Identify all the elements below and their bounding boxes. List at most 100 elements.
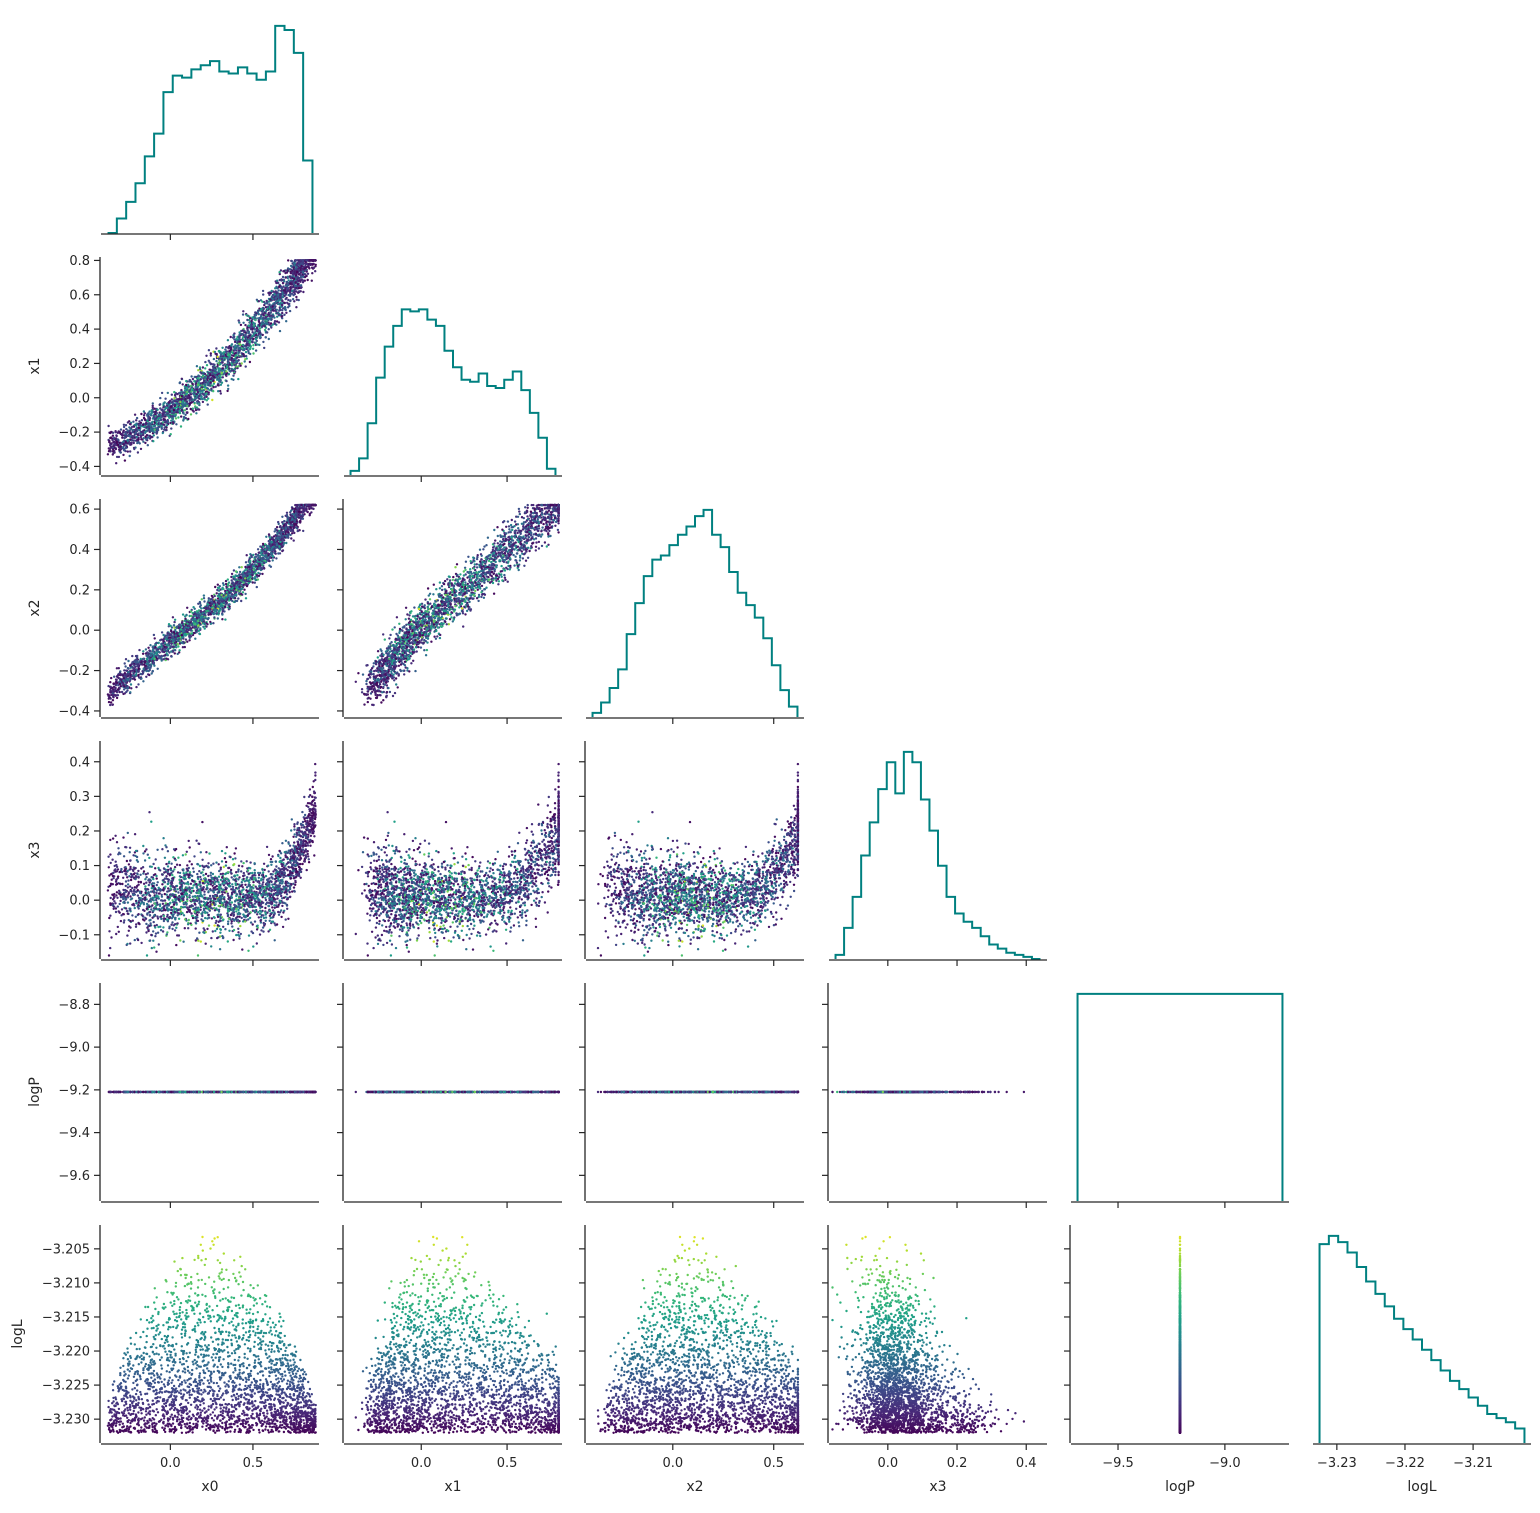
point bbox=[263, 347, 265, 349]
point bbox=[149, 435, 151, 437]
point bbox=[113, 451, 115, 453]
point bbox=[215, 386, 217, 388]
point bbox=[155, 644, 157, 646]
point bbox=[279, 308, 281, 310]
point bbox=[227, 354, 229, 356]
point bbox=[217, 390, 219, 392]
point bbox=[238, 331, 240, 333]
point bbox=[307, 273, 309, 275]
point bbox=[109, 690, 111, 692]
point bbox=[174, 649, 176, 651]
point bbox=[279, 533, 281, 535]
point bbox=[202, 374, 204, 376]
point bbox=[145, 423, 147, 425]
point bbox=[204, 607, 206, 609]
point bbox=[205, 355, 207, 357]
point bbox=[203, 600, 205, 602]
point bbox=[124, 662, 126, 664]
y-tick-label: 0.6 bbox=[69, 288, 90, 303]
point bbox=[239, 571, 241, 573]
point bbox=[239, 347, 241, 349]
point bbox=[186, 408, 188, 410]
point bbox=[193, 402, 195, 404]
point bbox=[243, 355, 245, 357]
point bbox=[135, 672, 137, 674]
point bbox=[153, 434, 155, 436]
point bbox=[151, 409, 153, 411]
point bbox=[252, 352, 254, 354]
point bbox=[235, 593, 237, 595]
point bbox=[302, 276, 304, 278]
point bbox=[125, 441, 127, 443]
point bbox=[287, 284, 289, 286]
point bbox=[190, 610, 192, 612]
point bbox=[246, 585, 248, 587]
point bbox=[162, 642, 164, 644]
point bbox=[249, 353, 251, 355]
point bbox=[125, 447, 127, 449]
point bbox=[177, 643, 179, 645]
point bbox=[133, 435, 135, 437]
point bbox=[126, 689, 128, 691]
point bbox=[136, 659, 138, 661]
point bbox=[120, 433, 122, 435]
point bbox=[197, 408, 199, 410]
point bbox=[238, 336, 240, 338]
point bbox=[281, 312, 283, 314]
point bbox=[152, 402, 154, 404]
point bbox=[212, 622, 214, 624]
point bbox=[159, 403, 161, 405]
point bbox=[302, 530, 304, 532]
point bbox=[136, 417, 138, 419]
point bbox=[193, 613, 195, 615]
point bbox=[214, 351, 216, 353]
point bbox=[216, 376, 218, 378]
point bbox=[120, 445, 122, 447]
point bbox=[184, 389, 186, 391]
histogram-x1 bbox=[351, 309, 556, 475]
point bbox=[305, 259, 307, 261]
point bbox=[197, 377, 199, 379]
point bbox=[126, 675, 128, 677]
point bbox=[175, 423, 177, 425]
point bbox=[285, 320, 287, 322]
point bbox=[217, 613, 219, 615]
point bbox=[140, 413, 142, 415]
point bbox=[230, 344, 232, 346]
point bbox=[137, 661, 139, 663]
point bbox=[222, 364, 224, 366]
point bbox=[140, 677, 142, 679]
point bbox=[227, 358, 229, 360]
point bbox=[129, 438, 131, 440]
point bbox=[248, 582, 250, 584]
point bbox=[174, 404, 176, 406]
point bbox=[291, 290, 293, 292]
point bbox=[186, 641, 188, 643]
point bbox=[148, 674, 150, 676]
point bbox=[178, 627, 180, 629]
point bbox=[227, 339, 229, 341]
point bbox=[162, 432, 164, 434]
point bbox=[176, 393, 178, 395]
point bbox=[285, 312, 287, 314]
point bbox=[221, 613, 223, 615]
point bbox=[270, 552, 272, 554]
point bbox=[163, 658, 165, 660]
point bbox=[265, 316, 267, 318]
point bbox=[113, 443, 115, 445]
point bbox=[242, 591, 244, 593]
point bbox=[266, 323, 268, 325]
point bbox=[274, 530, 276, 532]
point bbox=[218, 600, 220, 602]
point bbox=[231, 357, 233, 359]
point bbox=[224, 618, 226, 620]
point bbox=[196, 389, 198, 391]
point bbox=[281, 300, 283, 302]
point bbox=[173, 631, 175, 633]
point bbox=[156, 436, 158, 438]
point bbox=[269, 536, 271, 538]
point bbox=[130, 667, 132, 669]
point bbox=[240, 324, 242, 326]
point bbox=[112, 448, 114, 450]
point bbox=[193, 410, 195, 412]
